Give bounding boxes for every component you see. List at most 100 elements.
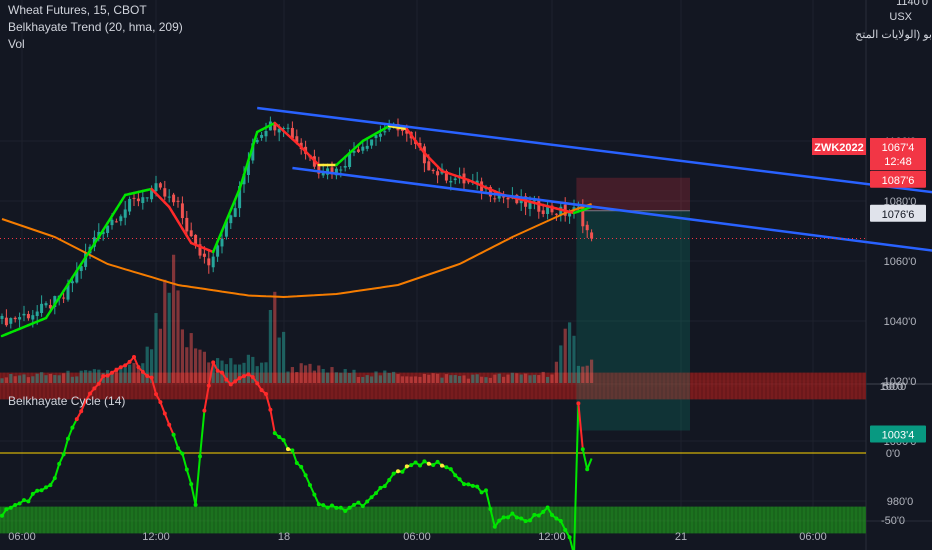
volume-bar [365, 375, 369, 383]
candle-body [343, 165, 347, 168]
channel-upper-line[interactable] [257, 106, 932, 198]
cycle-dot [299, 464, 304, 469]
volume-bar [255, 366, 259, 383]
candle-body [114, 221, 118, 223]
cycle-dot [228, 382, 233, 387]
cycle-dot [171, 432, 176, 437]
cycle-dot [193, 502, 198, 507]
volume-bar [238, 364, 242, 383]
volume-bar [356, 376, 360, 383]
volume-bar [326, 372, 330, 383]
candle-body [352, 150, 356, 153]
volume-bar [484, 377, 488, 383]
trend-segment [115, 200, 123, 211]
cycle-segment [485, 490, 492, 510]
volume-bar [392, 371, 396, 383]
volume-bar [97, 369, 101, 383]
candle-body [9, 318, 13, 324]
cycle-dot [294, 460, 299, 465]
cycle-dot [466, 482, 471, 487]
cycle-dot [154, 392, 158, 397]
legend: Wheat Futures, 15, CBOT Belkhayate Trend… [8, 2, 183, 53]
volume-bar [427, 374, 431, 383]
volume-bar [449, 375, 453, 383]
volume-bar [202, 351, 206, 383]
volume-bar [510, 372, 514, 383]
volume-bar [414, 376, 418, 383]
candle-body [185, 217, 189, 232]
hma-209-line[interactable] [1, 203, 592, 299]
cycle-dot [312, 492, 317, 497]
candle-body [356, 149, 360, 152]
cycle-dot [510, 511, 515, 516]
candle-body [585, 224, 589, 231]
cycle-dot [39, 488, 44, 493]
cycle-dot [400, 469, 405, 474]
candle-body [22, 313, 26, 316]
volume-bar [488, 377, 492, 383]
volume-bar [114, 367, 118, 383]
volume-bar [154, 313, 158, 383]
cycle-dot [536, 513, 541, 518]
candle-body [282, 128, 286, 130]
region-note: بو (الولايات المتح [855, 29, 932, 41]
candle-body [466, 181, 470, 183]
candle-body [532, 200, 536, 202]
candle-body [84, 252, 88, 267]
trend-segment [44, 310, 52, 320]
short-position-tool [576, 177, 690, 431]
legend-cycle[interactable]: Belkhayate Cycle (14) [8, 394, 126, 408]
candle-body [361, 146, 365, 151]
candle-body [506, 197, 510, 200]
trend-segment [106, 214, 114, 225]
volume-bar [383, 370, 387, 383]
cycle-dot [233, 379, 238, 384]
volume-bar [176, 290, 180, 383]
currency-label[interactable]: USX [889, 11, 912, 23]
cycle-dot [145, 373, 150, 378]
trend-segment [110, 207, 118, 218]
volume-bar [224, 364, 228, 383]
take-profit-zone[interactable] [576, 210, 690, 431]
volume-bar [198, 349, 202, 383]
volume-bar [378, 375, 382, 383]
candle-body [198, 244, 202, 256]
candle-body [321, 172, 325, 176]
volume-bar [321, 368, 325, 383]
cycle-dot [444, 465, 449, 470]
volume-bar [70, 376, 74, 383]
cycle-segment [265, 393, 272, 411]
stop-loss-zone[interactable] [576, 177, 690, 211]
cycle-dot [158, 400, 163, 405]
candle-body [233, 208, 237, 217]
candle-body [202, 253, 206, 257]
channel-lower-line[interactable] [292, 166, 932, 252]
cycle-dot [338, 505, 343, 510]
volume-bar [40, 372, 44, 383]
cycle-dot [330, 503, 334, 508]
volume-bar [370, 376, 374, 383]
trend-segment [119, 193, 127, 204]
candle-body [497, 195, 501, 199]
candle-body [106, 225, 110, 234]
cycle-dot [162, 411, 167, 416]
osc-tick-label: 50'0 [883, 381, 903, 393]
cycle-dot [492, 524, 497, 529]
trend-segment [176, 220, 184, 230]
legend-trend[interactable]: Belkhayate Trend (20, hma, 209) [8, 20, 183, 34]
trend-segment [216, 229, 224, 243]
cycle-dot [352, 502, 356, 507]
oscillator-zones [0, 372, 866, 534]
cycle-dot [431, 463, 436, 468]
cycle-dot [22, 498, 26, 503]
volume-bar [541, 371, 545, 383]
candle-body [502, 196, 506, 198]
volume-bar [26, 377, 30, 383]
legend-symbol[interactable]: Wheat Futures, 15, CBOT [8, 3, 147, 17]
last-price-label-bg [870, 138, 926, 170]
legend-volume[interactable]: Vol [8, 37, 25, 51]
entry-label-bg [870, 204, 926, 222]
cycle-dot [378, 485, 383, 490]
candle-body [189, 230, 193, 237]
